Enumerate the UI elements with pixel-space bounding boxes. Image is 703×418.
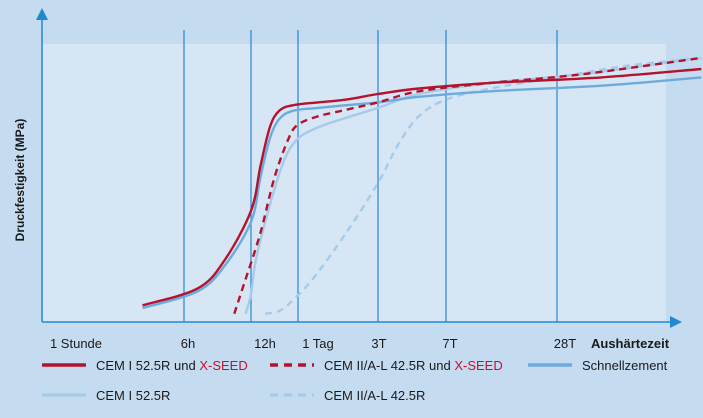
y-axis-label: Druckfestigkeit (MPa) [13,119,27,242]
x-tick-label: 6h [181,336,195,351]
series-line-0 [142,67,702,307]
x-tick-label: 28T [554,336,576,351]
x-tick-label: 12h [254,336,276,351]
x-tick-label: 7T [442,336,457,351]
x-tick-label: 1 Tag [302,336,334,351]
x-axis-label: Aushärtezeit [591,336,670,351]
series-line-2 [142,76,702,310]
plot-background [42,44,666,322]
series-line-1 [233,56,702,315]
x-tick-label: 3T [371,336,386,351]
x-tick-label: 1 Stunde [50,336,102,351]
series-line-3 [244,56,702,315]
